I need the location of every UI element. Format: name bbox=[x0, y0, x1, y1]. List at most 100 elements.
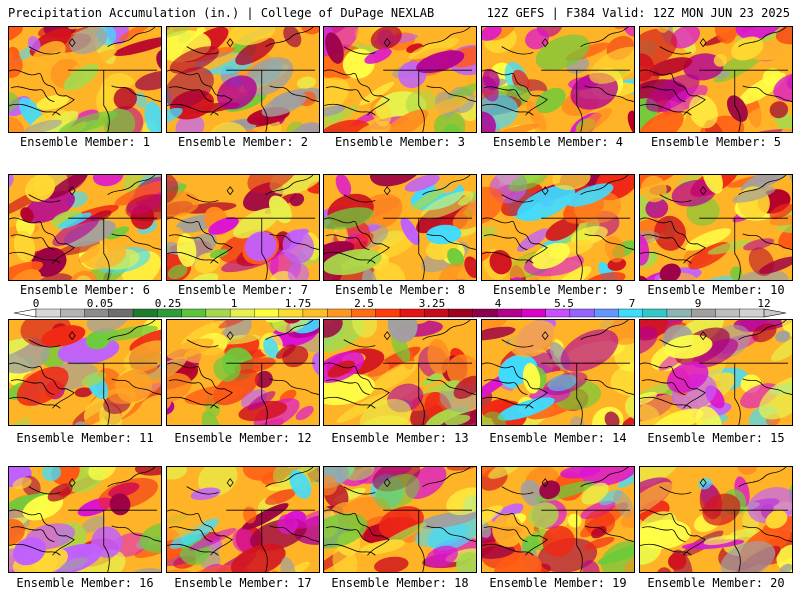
coastlines-borders bbox=[640, 27, 792, 132]
coastlines-borders bbox=[9, 467, 161, 572]
colorbar-swatch bbox=[35, 308, 61, 318]
precip-field bbox=[9, 320, 161, 425]
ensemble-member-label: Ensemble Member: 17 bbox=[174, 576, 312, 590]
ensemble-member-label: Ensemble Member: 5 bbox=[650, 135, 782, 149]
coastlines-borders bbox=[640, 175, 792, 280]
ensemble-member-map bbox=[323, 26, 477, 133]
ensemble-member-label: Ensemble Member: 1 bbox=[19, 135, 151, 149]
precip-field bbox=[640, 27, 792, 132]
precip-field bbox=[640, 320, 792, 425]
coastlines-borders bbox=[167, 320, 319, 425]
colorbar-swatch bbox=[60, 308, 86, 318]
ensemble-member-label: Ensemble Member: 20 bbox=[647, 576, 785, 590]
colorbar-tick-label: 4 bbox=[494, 297, 502, 310]
precip-field bbox=[167, 320, 319, 425]
precip-field bbox=[324, 175, 476, 280]
ensemble-member-map bbox=[8, 466, 162, 573]
ensemble-member-label: Ensemble Member: 7 bbox=[177, 283, 309, 297]
ensemble-member-label: Ensemble Member: 2 bbox=[177, 135, 309, 149]
ensemble-member-label: Ensemble Member: 10 bbox=[647, 283, 785, 297]
coastlines-borders bbox=[482, 175, 634, 280]
ensemble-member-map bbox=[166, 174, 320, 281]
precip-field bbox=[324, 467, 476, 572]
colorbar-swatch bbox=[351, 308, 377, 318]
colorbar-tick-label: 1 bbox=[230, 297, 238, 310]
precip-field bbox=[167, 27, 319, 132]
colorbar-swatch bbox=[157, 308, 183, 318]
colorbar-swatch bbox=[254, 308, 280, 318]
colorbar-swatch bbox=[642, 308, 668, 318]
colorbar-swatch bbox=[666, 308, 692, 318]
coastlines-borders bbox=[324, 320, 476, 425]
coastlines-borders bbox=[9, 27, 161, 132]
colorbar-tick-label: 0.25 bbox=[154, 297, 182, 310]
coastlines-borders bbox=[640, 467, 792, 572]
ensemble-member-map bbox=[166, 466, 320, 573]
colorbar-tick-label: 5.5 bbox=[554, 297, 574, 310]
coastlines-borders bbox=[9, 175, 161, 280]
colorbar-swatch bbox=[302, 308, 328, 318]
ensemble-member-label: Ensemble Member: 13 bbox=[331, 431, 469, 445]
coastlines-borders bbox=[324, 467, 476, 572]
map-title: Precipitation Accumulation (in.) | Colle… bbox=[8, 6, 435, 20]
colorbar-swatch bbox=[545, 308, 571, 318]
colorbar-swatch bbox=[229, 308, 255, 318]
coastlines-borders bbox=[482, 467, 634, 572]
colorbar-swatch bbox=[399, 308, 425, 318]
ensemble-member-map bbox=[8, 319, 162, 426]
colorbar-swatch bbox=[205, 308, 231, 318]
colorbar-swatch bbox=[181, 308, 207, 318]
colorbar-swatch bbox=[739, 308, 765, 318]
colorbar-swatch bbox=[618, 308, 644, 318]
precip-field bbox=[324, 27, 476, 132]
colorbar-swatch bbox=[448, 308, 474, 318]
coastlines-borders bbox=[167, 175, 319, 280]
colorbar-swatch bbox=[569, 308, 595, 318]
colorbar-swatch bbox=[278, 308, 304, 318]
precip-field bbox=[9, 467, 161, 572]
colorbar-tick-label: 12 bbox=[757, 297, 771, 310]
colorbar-swatch bbox=[108, 308, 134, 318]
ensemble-member-map bbox=[166, 319, 320, 426]
precip-field bbox=[482, 467, 634, 572]
colorbar-max-arrow bbox=[763, 308, 787, 318]
precip-field bbox=[482, 175, 634, 280]
ensemble-member-label: Ensemble Member: 19 bbox=[489, 576, 627, 590]
colorbar-swatch bbox=[132, 308, 158, 318]
ensemble-member-label: Ensemble Member: 12 bbox=[174, 431, 312, 445]
colorbar-tick-label: 9 bbox=[694, 297, 702, 310]
ensemble-member-label: Ensemble Member: 15 bbox=[647, 431, 785, 445]
coastlines-borders bbox=[324, 27, 476, 132]
ensemble-member-map bbox=[166, 26, 320, 133]
ensemble-member-label: Ensemble Member: 6 bbox=[19, 283, 151, 297]
precip-field bbox=[9, 27, 161, 132]
precip-field bbox=[167, 467, 319, 572]
ensemble-member-map bbox=[323, 174, 477, 281]
ensemble-member-map bbox=[481, 26, 635, 133]
ensemble-member-label: Ensemble Member: 3 bbox=[334, 135, 466, 149]
colorbar-min-arrow bbox=[13, 308, 37, 318]
ensemble-member-map bbox=[639, 174, 793, 281]
colorbar-swatch bbox=[84, 308, 110, 318]
ensemble-member-map bbox=[639, 466, 793, 573]
colorbar-swatch bbox=[327, 308, 352, 318]
ensemble-member-map bbox=[481, 466, 635, 573]
colorbar-swatch bbox=[715, 308, 741, 318]
ensemble-member-label: Ensemble Member: 11 bbox=[16, 431, 154, 445]
precip-field bbox=[324, 320, 476, 425]
coastlines-borders bbox=[482, 27, 634, 132]
ensemble-member-map bbox=[8, 174, 162, 281]
colorbar-tick-label: 3.25 bbox=[418, 297, 446, 310]
ensemble-member-label: Ensemble Member: 16 bbox=[16, 576, 154, 590]
colorbar-swatch bbox=[691, 308, 716, 318]
ensemble-member-map bbox=[639, 26, 793, 133]
ensemble-member-map bbox=[323, 466, 477, 573]
coastlines-borders bbox=[482, 320, 634, 425]
ensemble-member-map bbox=[481, 174, 635, 281]
colorbar-swatch bbox=[472, 308, 498, 318]
precip-field bbox=[640, 175, 792, 280]
colorbar-swatch bbox=[593, 308, 619, 318]
precip-field bbox=[9, 175, 161, 280]
ensemble-member-map bbox=[323, 319, 477, 426]
colorbar-tick-label: 0.05 bbox=[86, 297, 114, 310]
